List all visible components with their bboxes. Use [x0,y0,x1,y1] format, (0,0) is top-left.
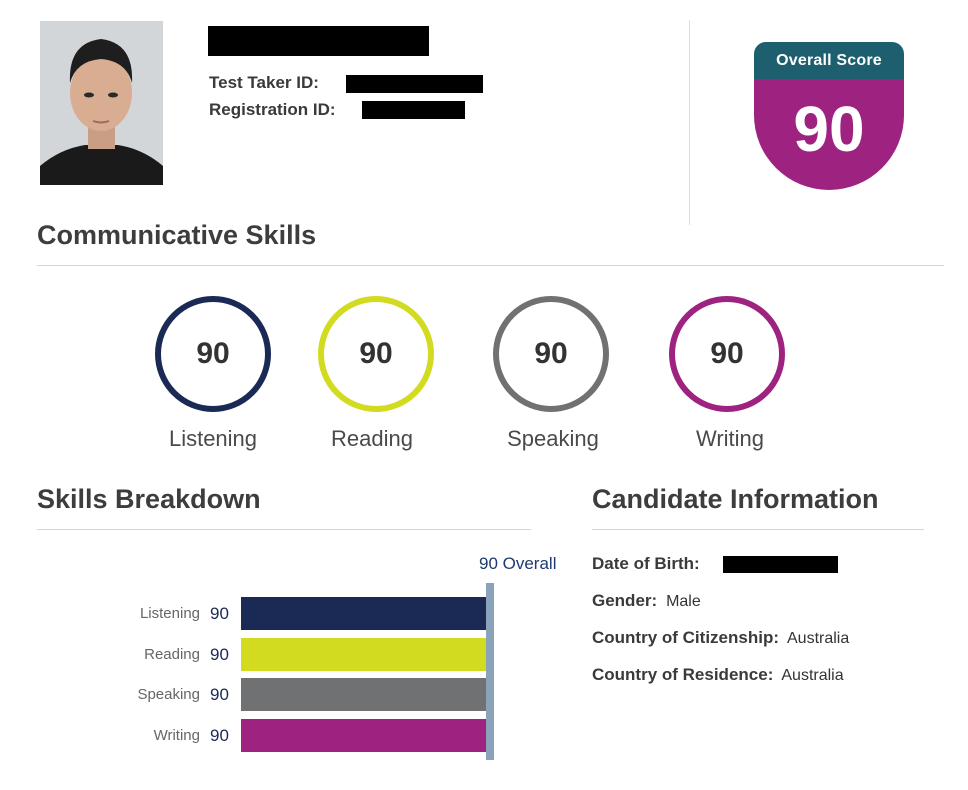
residence-value: Australia [781,667,844,684]
candidate-info-heading: Candidate Information [592,484,879,514]
citizenship-row: Country of Citizenship: Australia [592,628,849,648]
listening-label: Listening [168,426,258,451]
speaking-label: Speaking [507,426,599,451]
dob-row: Date of Birth: [592,554,700,574]
breakdown-writing-bar [241,719,486,752]
breakdown-reading-bar [241,638,486,671]
gender-value: Male [666,593,701,610]
header-divider [689,20,690,225]
speaking-score-circle: 90 [493,296,609,412]
reading-score-circle: 90 [318,296,434,412]
residence-label: Country of Residence: [592,665,774,684]
residence-row: Country of Residence: Australia [592,665,844,685]
candidate-info-divider [592,529,924,530]
writing-score-circle: 90 [669,296,785,412]
registration-id-redacted [362,101,465,119]
listening-score-circle: 90 [155,296,271,412]
writing-label: Writing [695,426,765,451]
reading-label: Reading [331,426,413,451]
gender-row: Gender: Male [592,591,701,611]
breakdown-listening-bar [241,597,486,630]
breakdown-writing-score: 90 [210,726,229,745]
person-photo-icon [40,21,163,185]
gender-label: Gender: [592,591,658,610]
citizenship-value: Australia [787,630,850,647]
candidate-name-redacted [208,26,429,56]
breakdown-overall-label: 90 Overall [479,554,557,573]
breakdown-listening-score: 90 [210,604,229,623]
breakdown-reading-label: Reading [144,646,200,663]
breakdown-speaking-label: Speaking [137,686,200,703]
dob-redacted [723,556,838,573]
dob-label: Date of Birth: [592,554,700,573]
communicative-skills-heading: Communicative Skills [37,220,317,250]
overall-score-value: 90 [754,79,904,190]
citizenship-label: Country of Citizenship: [592,628,779,647]
candidate-photo [40,21,163,185]
overall-score-badge: Overall Score 90 [754,42,904,190]
test-taker-id-label: Test Taker ID: [209,73,319,92]
breakdown-writing-label: Writing [153,727,200,744]
breakdown-listening-label: Listening [139,605,200,622]
breakdown-speaking-score: 90 [210,685,229,704]
breakdown-speaking-bar [241,678,486,711]
communicative-skills-divider [37,265,944,266]
registration-id-label: Registration ID: [209,100,336,119]
breakdown-overall-marker [486,583,494,760]
breakdown-reading-score: 90 [210,645,229,664]
skills-breakdown-divider [37,529,531,530]
test-taker-id-redacted [346,75,483,93]
overall-score-title: Overall Score [754,42,904,79]
skills-breakdown-heading: Skills Breakdown [37,484,261,514]
